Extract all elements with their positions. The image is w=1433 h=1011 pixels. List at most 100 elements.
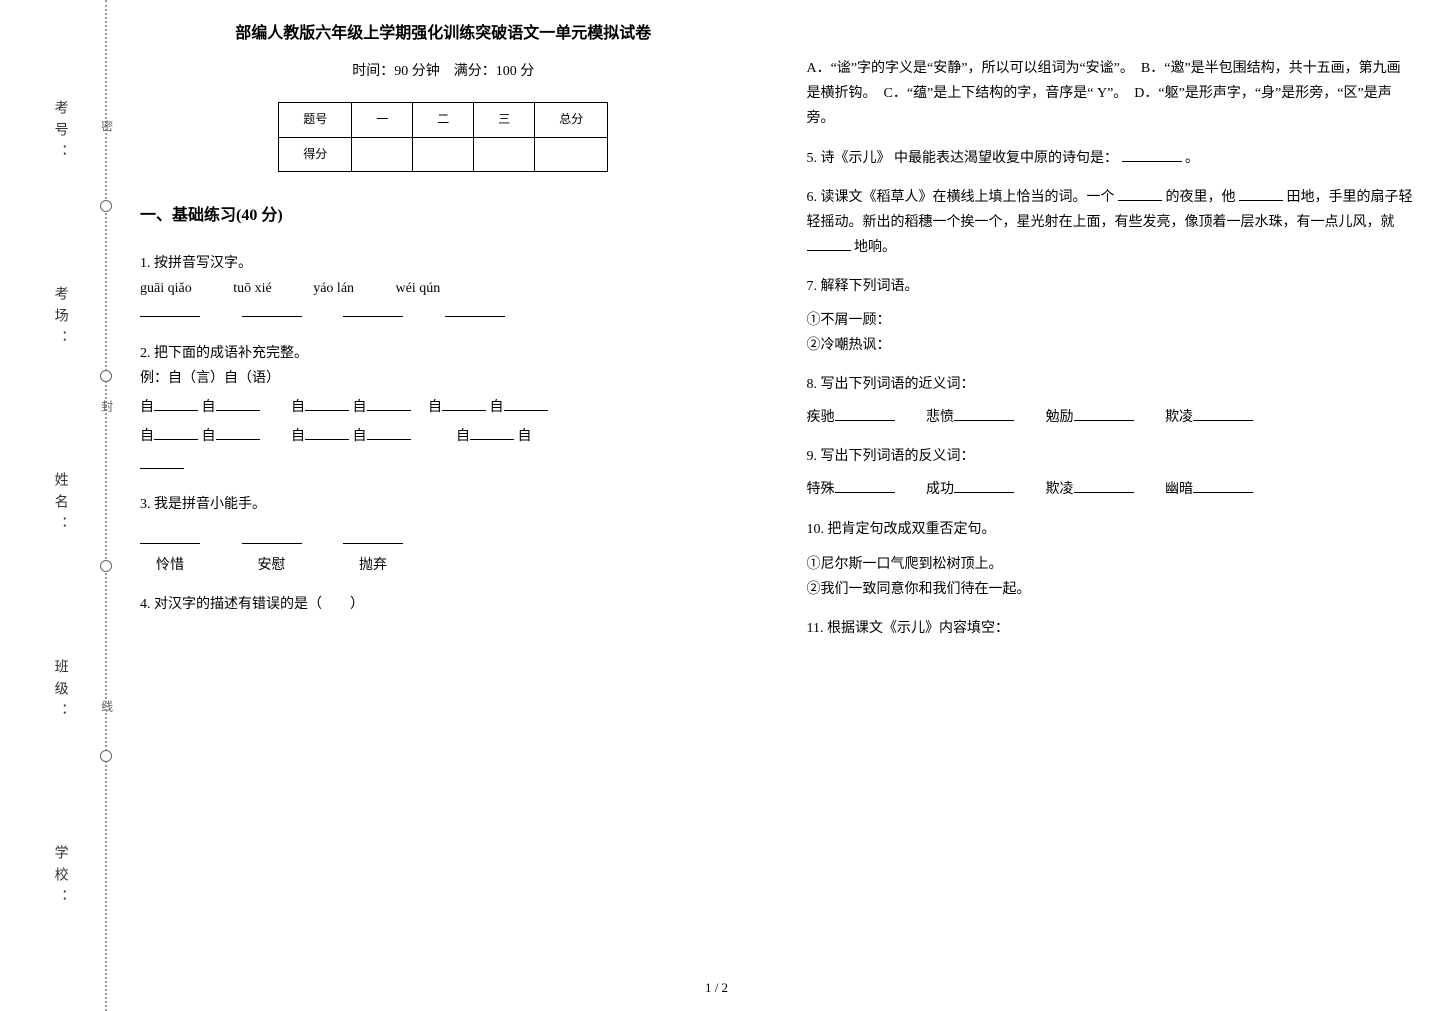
idiom-example: 例：自（言）自（语） <box>140 366 747 391</box>
question-9: 9. 写出下列词语的反义词： 特殊 成功 欺凌 幽暗 <box>807 444 1414 502</box>
pinyin-item: tuō xié <box>233 276 272 301</box>
idiom-char: 自 <box>518 429 532 444</box>
question-7: 7. 解释下列词语。 ①不屑一顾： ②冷嘲热讽： <box>807 274 1414 358</box>
score-table: 题号 一 二 三 总分 得分 <box>278 102 608 172</box>
question-prompt: 1. 按拼音写汉字。 <box>140 251 747 276</box>
word-item: 幽暗 <box>1165 482 1193 497</box>
word-item: 抛弃 <box>343 553 403 578</box>
answer-blank <box>140 530 200 544</box>
pinyin-item: wéi qún <box>396 276 441 301</box>
score-header: 二 <box>413 102 474 137</box>
side-label-number: 考号： <box>47 100 72 166</box>
question-prompt: 8. 写出下列词语的近义词： <box>807 372 1414 397</box>
score-row-label: 得分 <box>279 137 352 172</box>
answer-blank <box>343 303 403 317</box>
question-11: 11. 根据课文《示儿》内容填空： <box>807 616 1414 641</box>
answer-blank <box>140 303 200 317</box>
answer-blank <box>954 479 1014 493</box>
score-header: 总分 <box>535 102 608 137</box>
question-prompt: 10. 把肯定句改成双重否定句。 <box>807 517 1414 542</box>
answer-blank <box>216 426 260 440</box>
answer-blank <box>154 397 198 411</box>
answer-blank <box>470 426 514 440</box>
fold-circle-icon <box>100 560 112 572</box>
score-header: 三 <box>474 102 535 137</box>
fold-circle-icon <box>100 750 112 762</box>
question-3: 3. 我是拼音小能手。 怜惜 安慰 抛弃 <box>140 492 747 578</box>
answer-blank <box>835 407 895 421</box>
word-blank-row: 特殊 成功 欺凌 幽暗 <box>807 477 1414 502</box>
idiom-char: 自 <box>291 429 305 444</box>
side-label-school: 学校： <box>47 845 72 911</box>
answer-blank <box>1074 407 1134 421</box>
question-10: 10. 把肯定句改成双重否定句。 ①尼尔斯一口气爬到松树顶上。 ②我们一致同意你… <box>807 517 1414 603</box>
answer-blank <box>835 479 895 493</box>
page-body: 部编人教版六年级上学期强化训练突破语文一单元模拟试卷 时间：90 分钟 满分：1… <box>140 20 1413 655</box>
table-row: 题号 一 二 三 总分 <box>279 102 608 137</box>
answer-blank <box>1122 148 1182 162</box>
fold-circle-icon <box>100 370 112 382</box>
word-item: 欺凌 <box>1165 410 1193 425</box>
sub-item: ②冷嘲热讽： <box>807 333 1414 358</box>
answer-blank <box>1118 187 1162 201</box>
answer-blank <box>154 426 198 440</box>
binding-side-strip: 学校： 班级： 姓名： 考场： 考号： <box>0 0 120 1011</box>
question-text: 地响。 <box>854 240 896 255</box>
idiom-char: 自 <box>140 400 154 415</box>
fold-circle-icon <box>100 200 112 212</box>
idiom-line: 自 自 自 自 自 自 <box>140 395 747 420</box>
score-cell <box>413 137 474 172</box>
pinyin-item: guāi qiǎo <box>140 276 192 301</box>
punct: 。 <box>1185 151 1199 166</box>
question-prompt: 9. 写出下列词语的反义词： <box>807 444 1414 469</box>
sub-item: ②我们一致同意你和我们待在一起。 <box>807 577 1414 602</box>
idiom-char: 自 <box>456 429 470 444</box>
idiom-char: 自 <box>291 400 305 415</box>
question-2: 2. 把下面的成语补充完整。 例：自（言）自（语） 自 自 自 自 自 自 自 … <box>140 341 747 479</box>
idiom-char: 自 <box>353 429 367 444</box>
question-prompt: 2. 把下面的成语补充完整。 <box>140 341 747 366</box>
question-text: 6. 读课文《稻草人》在横线上填上恰当的词。一个 <box>807 190 1115 205</box>
idiom-char: 自 <box>202 400 216 415</box>
side-label-name: 姓名： <box>47 472 72 538</box>
answer-blank <box>442 397 486 411</box>
page-number: 1 / 2 <box>705 976 728 999</box>
answer-blank <box>445 303 505 317</box>
question-text: 的夜里，他 <box>1166 190 1236 205</box>
question-8: 8. 写出下列词语的近义词： 疾驰 悲愤 勉励 欺凌 <box>807 372 1414 430</box>
option-text: A．“谧”字的字义是“安静”，所以可以组词为“安谧”。 B．“邀”是半包围结构，… <box>807 56 1414 132</box>
score-cell <box>352 137 413 172</box>
word-item: 疾驰 <box>807 410 835 425</box>
idiom-line: 自 自 自 自 自 自 <box>140 424 747 449</box>
word-item: 欺凌 <box>1046 482 1074 497</box>
idiom-char: 自 <box>140 429 154 444</box>
sub-item: ①不屑一顾： <box>807 308 1414 333</box>
score-header: 题号 <box>279 102 352 137</box>
pinyin-item: yáo lán <box>313 276 354 301</box>
answer-blank <box>242 530 302 544</box>
word-item: 悲愤 <box>926 410 954 425</box>
score-header: 一 <box>352 102 413 137</box>
question-6: 6. 读课文《稻草人》在横线上填上恰当的词。一个 的夜里，他 田地，手里的扇子轻… <box>807 185 1414 261</box>
word-item: 怜惜 <box>140 553 200 578</box>
answer-blank <box>954 407 1014 421</box>
score-cell <box>474 137 535 172</box>
seal-char-mi: 密 <box>95 120 117 138</box>
sub-item: ①尼尔斯一口气爬到松树顶上。 <box>807 552 1414 577</box>
word-row: 怜惜 安慰 抛弃 <box>140 553 747 578</box>
question-5: 5. 诗《示儿》 中最能表达渴望收复中原的诗句是： 。 <box>807 146 1414 171</box>
answer-blank <box>1239 187 1283 201</box>
idiom-line <box>140 453 747 478</box>
answer-blank <box>242 303 302 317</box>
answer-blank <box>504 397 548 411</box>
blank-row <box>140 301 747 326</box>
answer-blank <box>1193 479 1253 493</box>
answer-blank <box>140 455 184 469</box>
side-label-class: 班级： <box>47 659 72 725</box>
side-label-room: 考场： <box>47 286 72 352</box>
right-column: A．“谧”字的字义是“安静”，所以可以组词为“安谧”。 B．“邀”是半包围结构，… <box>807 20 1414 655</box>
answer-blank <box>1193 407 1253 421</box>
answer-blank <box>807 237 851 251</box>
answer-blank <box>305 426 349 440</box>
question-4-options: A．“谧”字的字义是“安静”，所以可以组词为“安谧”。 B．“邀”是半包围结构，… <box>807 56 1414 132</box>
